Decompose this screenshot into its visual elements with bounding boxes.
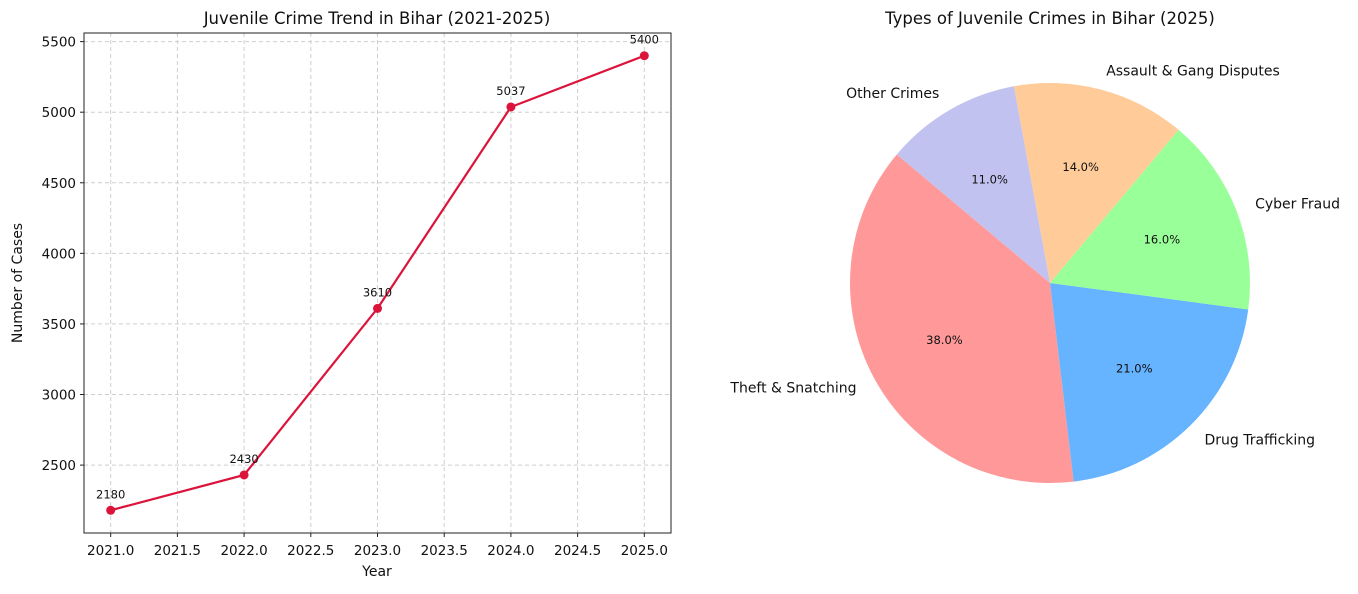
pie-slice bbox=[1013, 83, 1179, 283]
y-axis-label: Number of Cases bbox=[10, 223, 26, 343]
pie-slice bbox=[896, 86, 1050, 283]
pie-category-label: Cyber Fraud bbox=[1255, 196, 1340, 212]
pie-percent-label: 38.0% bbox=[926, 333, 963, 347]
data-point bbox=[106, 505, 116, 515]
pie-category-label: Theft & Snatching bbox=[729, 381, 856, 397]
data-label: 2180 bbox=[96, 487, 125, 501]
y-tick-label: 4000 bbox=[42, 246, 76, 262]
series-points bbox=[106, 51, 649, 515]
x-tick-label: 2025.0 bbox=[621, 543, 668, 559]
y-tick-label: 5500 bbox=[42, 35, 76, 51]
data-labels: 2180 2430 3610 5037 5400 bbox=[96, 33, 659, 502]
pie-percent-labels: 38.0% 21.0% 16.0% 14.0% 11.0% bbox=[926, 160, 1180, 375]
pie-slice bbox=[1050, 129, 1250, 310]
pie-chart-title: Types of Juvenile Crimes in Bihar (2025) bbox=[884, 9, 1215, 28]
y-tick-label: 4500 bbox=[42, 176, 76, 192]
y-axis-ticks: 2500 3000 3500 4000 4500 5000 5500 bbox=[42, 35, 84, 474]
y-tick-label: 3000 bbox=[42, 388, 76, 404]
x-tick-label: 2023.0 bbox=[354, 543, 401, 559]
data-label: 5400 bbox=[630, 33, 659, 47]
line-chart-title: Juvenile Crime Trend in Bihar (2021-2025… bbox=[203, 9, 551, 28]
x-tick-label: 2022.0 bbox=[220, 543, 267, 559]
x-tick-label: 2021.0 bbox=[87, 543, 134, 559]
pie-percent-label: 16.0% bbox=[1144, 233, 1181, 247]
pie-percent-label: 14.0% bbox=[1062, 160, 1099, 174]
pie-slices bbox=[849, 83, 1250, 483]
plot-frame bbox=[83, 32, 672, 534]
data-label: 5037 bbox=[496, 84, 525, 98]
pie-category-label: Assault & Gang Disputes bbox=[1106, 63, 1280, 79]
data-label: 3610 bbox=[363, 285, 392, 299]
pie-category-label: Drug Trafficking bbox=[1204, 433, 1315, 449]
x-tick-label: 2024.0 bbox=[487, 543, 534, 559]
data-point bbox=[239, 470, 249, 480]
data-point bbox=[639, 51, 649, 61]
data-label: 2430 bbox=[229, 452, 258, 466]
y-tick-label: 2500 bbox=[42, 458, 76, 474]
y-tick-label: 5000 bbox=[42, 105, 76, 121]
x-tick-label: 2024.5 bbox=[554, 543, 601, 559]
x-tick-label: 2021.5 bbox=[154, 543, 201, 559]
x-axis-ticks: 2021.0 2021.5 2022.0 2022.5 2023.0 2023.5 2024… bbox=[87, 533, 668, 559]
data-point bbox=[506, 102, 516, 112]
x-axis-label: Year bbox=[361, 564, 392, 580]
line-chart: Juvenile Crime Trend in Bihar (2021-2025… bbox=[10, 9, 672, 580]
pie-labels: Theft & Snatching Drug Trafficking Cyber F… bbox=[729, 63, 1340, 448]
x-tick-label: 2023.5 bbox=[421, 543, 468, 559]
data-point bbox=[373, 303, 382, 313]
y-tick-label: 3500 bbox=[42, 317, 76, 333]
pie-slice bbox=[1050, 283, 1249, 482]
pie-percent-label: 11.0% bbox=[971, 172, 1008, 186]
pie-category-label: Other Crimes bbox=[846, 86, 939, 102]
x-tick-label: 2022.5 bbox=[287, 543, 334, 559]
line-chart-grid bbox=[84, 33, 671, 533]
pie-slice bbox=[849, 154, 1074, 483]
pie-chart: Types of Juvenile Crimes in Bihar (2025)… bbox=[729, 9, 1340, 483]
pie-percent-label: 21.0% bbox=[1116, 361, 1153, 375]
